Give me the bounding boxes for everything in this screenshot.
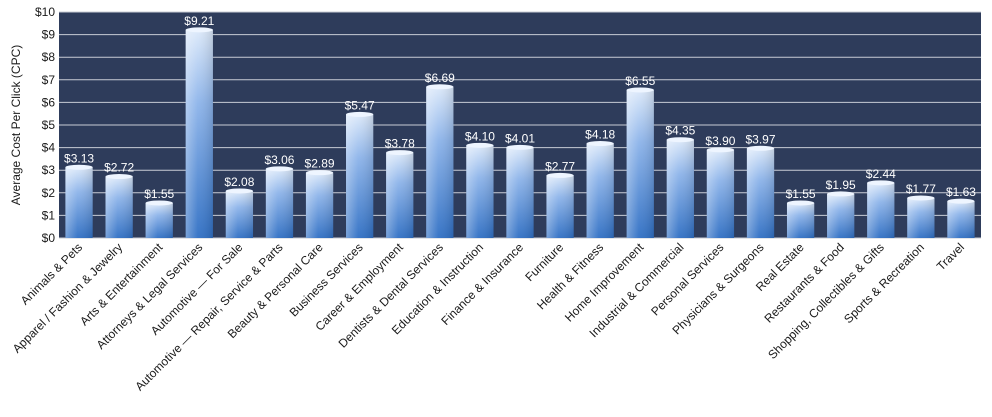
x-category-label: Business Services [287, 240, 366, 319]
bar-sheen [506, 147, 534, 238]
data-label: $2.44 [866, 167, 896, 181]
bar-sheen [225, 190, 254, 238]
bar-sheen [346, 114, 374, 238]
x-category-label: Sports & Recreation [841, 240, 927, 326]
bar-sheen [586, 143, 614, 238]
y-tick-label: $4 [42, 141, 56, 155]
bar-cap [265, 166, 294, 172]
data-label: $3.97 [746, 132, 776, 146]
bar-cap [626, 87, 654, 93]
data-label: $3.06 [264, 153, 294, 167]
data-label: $4.10 [465, 129, 495, 143]
bar-cap [426, 84, 454, 90]
bar-sheen [786, 202, 815, 238]
bar-cap [746, 145, 775, 151]
bar-sheen [666, 139, 694, 238]
bar-cap [947, 198, 975, 204]
bar-sheen [827, 193, 855, 238]
bar-cap [867, 180, 895, 186]
bar-cap [225, 188, 254, 194]
data-label: $1.95 [826, 178, 856, 192]
y-tick-label: $6 [42, 95, 56, 109]
y-tick-label: $1 [42, 208, 56, 222]
bar-cap [706, 147, 735, 153]
data-label: $2.77 [545, 159, 575, 173]
bar-sheen [185, 29, 213, 238]
bar-cap [305, 170, 334, 176]
y-axis-title: Average Cost Per Click (CPC) [9, 45, 23, 206]
bar-sheen [265, 168, 294, 238]
bar-sheen [305, 172, 334, 238]
data-label: $3.78 [385, 137, 415, 151]
bar-cap [786, 200, 815, 206]
bar-cap [65, 164, 93, 170]
bar-sheen [386, 152, 414, 238]
y-tick-label: $3 [42, 163, 56, 177]
data-label: $2.08 [224, 175, 254, 189]
data-label: $5.47 [345, 98, 375, 112]
bar-sheen [466, 145, 494, 238]
y-tick-label: $5 [42, 118, 56, 132]
data-label: $3.13 [64, 151, 94, 165]
data-label: $2.72 [104, 161, 134, 175]
y-tick-label: $0 [42, 231, 56, 245]
bar-cap [907, 195, 935, 201]
x-category-label: Personal Services [648, 240, 726, 318]
data-label: $3.90 [705, 134, 735, 148]
data-label: $6.69 [425, 71, 455, 85]
data-label: $6.55 [625, 74, 655, 88]
y-tick-label: $10 [35, 5, 55, 19]
bar-sheen [867, 182, 895, 238]
data-label: $1.55 [786, 187, 816, 201]
y-tick-label: $7 [42, 73, 56, 87]
bar-sheen [145, 202, 173, 238]
y-tick-label: $8 [42, 50, 56, 64]
bar-sheen [65, 167, 93, 238]
bar-cap [827, 191, 855, 197]
bar-cap [185, 27, 213, 33]
data-label: $4.35 [665, 124, 695, 138]
bar-cap [386, 150, 414, 156]
bars: $3.13 $2.72 $1.55 $9.21 $2.08 $3.06 $2.89 $5.47… [64, 14, 976, 238]
bar-sheen [546, 175, 574, 238]
y-tick-label: $9 [42, 28, 56, 42]
bar-cap [346, 111, 374, 117]
bar-sheen [105, 176, 133, 238]
data-label: $1.77 [906, 182, 936, 196]
bar-sheen [746, 148, 775, 238]
bar-cap [145, 200, 173, 206]
bar-sheen [907, 197, 935, 238]
data-label: $2.89 [305, 157, 335, 171]
data-label: $1.63 [946, 185, 976, 199]
y-tick-label: $2 [42, 186, 56, 200]
data-label: $4.01 [505, 131, 535, 145]
bar-sheen [706, 149, 735, 238]
bar-cap [546, 172, 574, 178]
x-category-label: Travel [934, 240, 967, 273]
bar-sheen [426, 86, 454, 238]
y-axis-ticks: $0 $1 $2 $3 $4 $5 $6 $7 $8 $9 $10 [35, 5, 55, 245]
bar-cap [105, 174, 133, 180]
bar-sheen [947, 201, 975, 238]
bar-cap [666, 137, 694, 143]
bar-sheen [626, 89, 654, 238]
bar-cap [586, 141, 614, 147]
data-label: $1.55 [144, 187, 174, 201]
bar-cap [466, 142, 494, 148]
bar-cap [506, 144, 534, 150]
data-label: $4.18 [585, 128, 615, 142]
data-label: $9.21 [184, 14, 214, 28]
x-category-label: Automotive — Repair, Service & Parts [132, 240, 285, 393]
